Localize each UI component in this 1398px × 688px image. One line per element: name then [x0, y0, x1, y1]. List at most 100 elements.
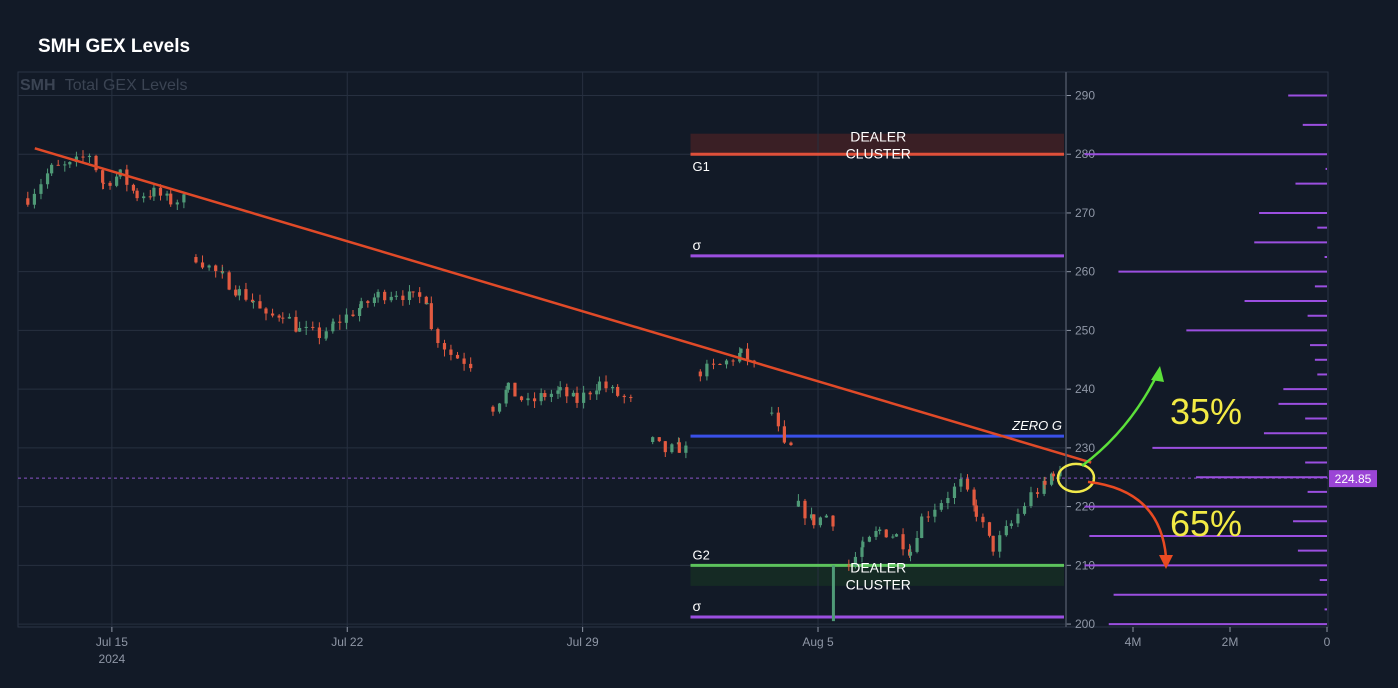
- scenario-down-label: 65%: [1170, 503, 1242, 544]
- candle-body: [264, 308, 268, 314]
- y-tick-label: 240: [1075, 382, 1095, 396]
- candle-body: [331, 321, 335, 324]
- candle-body: [745, 348, 750, 361]
- page-title: SMH GEX Levels: [38, 36, 191, 57]
- x-tick-sublabel: 2024: [99, 652, 126, 666]
- gex-tick-label: 0: [1324, 635, 1331, 649]
- candle-body: [878, 529, 882, 531]
- plot-frame: [17, 71, 1329, 628]
- level-label-G2: G2: [693, 547, 710, 562]
- candle-body: [629, 397, 633, 399]
- candle-body: [287, 316, 291, 319]
- dealer-cluster-label: CLUSTER: [846, 576, 911, 592]
- candle-body: [874, 530, 878, 537]
- candle-body: [684, 445, 688, 453]
- candle-body: [1051, 473, 1055, 477]
- candle-body: [532, 398, 537, 402]
- candle-body: [169, 193, 173, 205]
- dealer-cluster-label: CLUSTER: [846, 146, 911, 162]
- candle-body: [135, 190, 139, 199]
- candle-body: [526, 398, 530, 401]
- candle-body: [74, 156, 79, 162]
- gex-tick-label: 4M: [1125, 635, 1142, 649]
- candle-body: [974, 505, 978, 517]
- candle-body: [831, 515, 835, 527]
- candle-body: [549, 393, 553, 397]
- candle-body: [429, 303, 433, 330]
- level-label-zero-gamma: ZERO G: [1011, 418, 1062, 433]
- candle-body: [158, 187, 163, 196]
- decision-circle: [1056, 462, 1096, 494]
- candle-body: [270, 313, 275, 316]
- candle-body: [952, 486, 957, 499]
- candle-body: [455, 354, 460, 359]
- candle-body: [32, 193, 36, 205]
- candle-body: [394, 295, 398, 297]
- y-tick-label: 260: [1075, 265, 1095, 279]
- gex-profile: [1084, 94, 1327, 626]
- candle-body: [50, 164, 54, 174]
- candle-body: [776, 412, 780, 427]
- candle-body: [200, 262, 205, 268]
- dealer-cluster-label: DEALER: [850, 129, 906, 145]
- candle-body: [597, 381, 602, 391]
- candle-body: [1043, 480, 1047, 485]
- candle-body: [131, 184, 136, 191]
- candle-body: [194, 257, 198, 263]
- candle-body: [125, 169, 129, 185]
- candle-body: [331, 323, 335, 332]
- candle-body: [920, 516, 924, 538]
- candle-body: [571, 392, 575, 397]
- candle-body: [506, 382, 510, 390]
- candle-body: [705, 363, 709, 377]
- candle-body: [250, 299, 255, 303]
- candle-body: [175, 202, 179, 205]
- level-label-G1: G1: [693, 159, 710, 174]
- candle-body: [782, 426, 786, 443]
- candle-body: [595, 390, 599, 395]
- candle-body: [663, 441, 667, 453]
- candle-body: [152, 187, 156, 197]
- candle-body: [1035, 492, 1040, 494]
- candle-body: [227, 272, 231, 290]
- candle-body: [311, 326, 315, 328]
- candle-body: [376, 291, 380, 298]
- candle-body: [462, 358, 466, 364]
- candle-body: [824, 515, 829, 518]
- candle-body: [670, 444, 674, 453]
- candle-body: [294, 316, 298, 332]
- candle-body: [411, 291, 415, 293]
- candle-body: [908, 551, 913, 556]
- candle-body: [101, 170, 105, 183]
- candle-body: [991, 535, 995, 552]
- candle-body: [724, 360, 729, 365]
- candle-body: [258, 301, 262, 309]
- candle-body: [556, 390, 560, 394]
- y-tick-label: 250: [1075, 323, 1095, 337]
- candle-body: [860, 547, 864, 557]
- y-tick-label: 200: [1075, 617, 1095, 631]
- candle-body: [965, 478, 970, 490]
- candle-body: [959, 478, 963, 487]
- candle-body: [1029, 492, 1033, 507]
- trendline: [34, 147, 1092, 464]
- candle-body: [281, 317, 285, 319]
- candle-body: [357, 308, 362, 317]
- candle-body: [1022, 506, 1027, 514]
- y-tick-label: 230: [1075, 441, 1095, 455]
- candle-body: [424, 296, 428, 305]
- candle-body: [847, 565, 851, 567]
- candle-body: [789, 442, 793, 446]
- dealer-cluster-band: [690, 133, 1064, 155]
- candle-body: [915, 537, 919, 552]
- candle-body: [115, 176, 119, 186]
- candle-body: [469, 363, 473, 369]
- scenario-up-arrow: [1081, 372, 1160, 467]
- candle-body: [497, 403, 502, 412]
- candle-body: [939, 503, 943, 510]
- candle-body: [436, 329, 440, 344]
- candle-body: [998, 535, 1002, 552]
- candle-body: [809, 514, 814, 519]
